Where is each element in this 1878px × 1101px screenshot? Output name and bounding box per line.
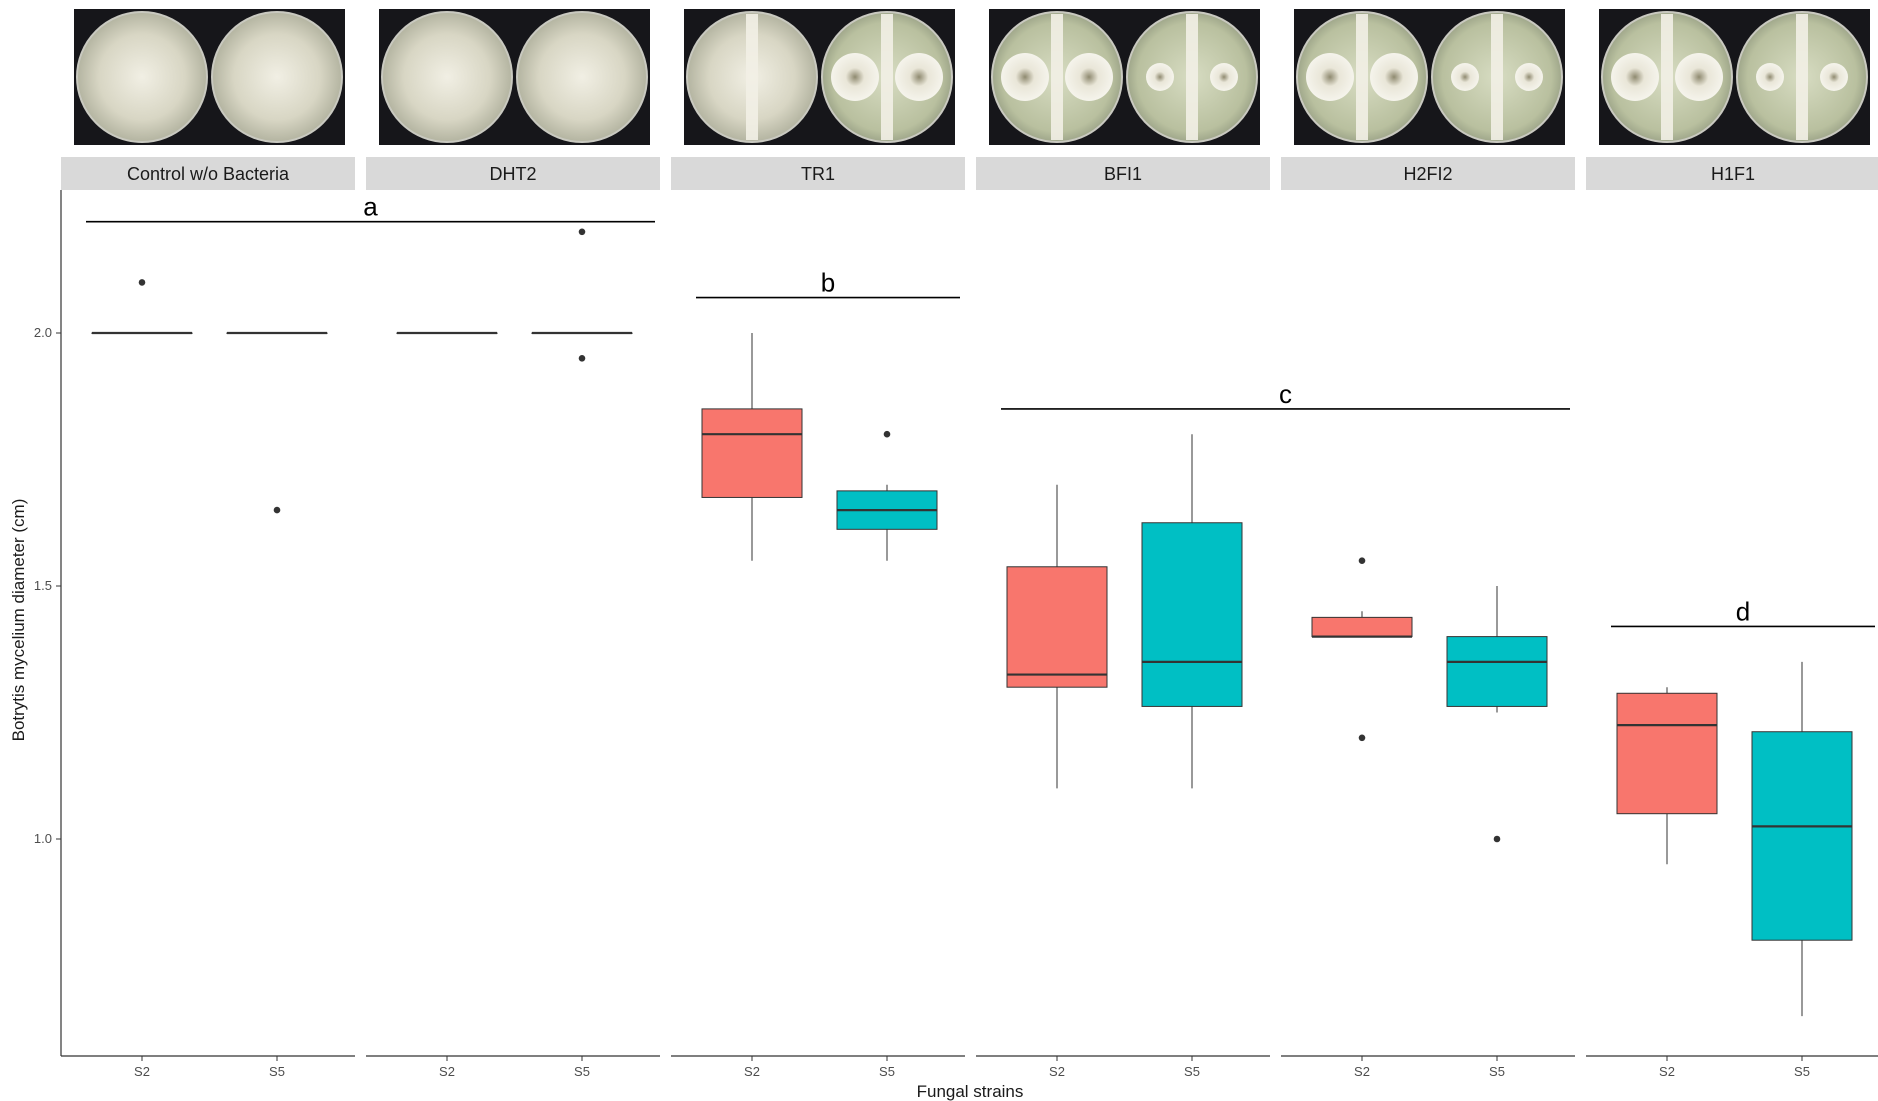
x-ticks: S2 S5 S2 S5 S2 S5 S2 S5 S2 S5 S2 S5 [61, 1055, 1878, 1079]
significance-letter: c [1279, 379, 1292, 409]
x-tick-label: S5 [1794, 1064, 1810, 1079]
y-ticks: 1.0 1.5 2.0 [34, 325, 61, 846]
outlier-point [1358, 557, 1366, 564]
significance-group: b [696, 268, 960, 299]
significance-letter: b [821, 268, 835, 298]
petri-dish-photos [74, 9, 1870, 145]
significance-letter: d [1736, 596, 1750, 626]
y-axis-title: Botrytis mycelium diameter (cm) [9, 499, 28, 742]
petri-dish-photo [819, 9, 955, 145]
box-iqr [701, 408, 803, 498]
box-s5 [226, 331, 328, 514]
facet-strip: DHT2 [366, 157, 660, 190]
outlier-point [578, 355, 586, 362]
facet-strip: H2FI2 [1281, 157, 1575, 190]
petri-dish-photo [209, 9, 345, 145]
box-iqr [1616, 692, 1718, 815]
outlier-point [273, 506, 281, 514]
box-s2 [1616, 687, 1718, 865]
box-s5 [531, 228, 633, 362]
x-tick-label: S5 [1184, 1064, 1200, 1079]
x-tick-label: S5 [269, 1064, 285, 1079]
box-s5 [1141, 434, 1243, 789]
facet-strip: BFI1 [976, 157, 1270, 190]
petri-dish-photo [74, 9, 210, 145]
significance-groups: a b c d [86, 192, 1875, 628]
facet-strip: TR1 [671, 157, 965, 190]
y-tick-label: 1.5 [34, 578, 52, 593]
facet-strip: Control w/o Bacteria [61, 157, 355, 190]
box-iqr [1006, 566, 1108, 688]
box-s5 [836, 430, 938, 561]
facet-strip-label: DHT2 [489, 164, 536, 184]
facet-strip-label: BFI1 [1104, 164, 1142, 184]
x-tick-label: S5 [574, 1064, 590, 1079]
box-s2 [1311, 557, 1413, 742]
facet-strips: Control w/o Bacteria DHT2 TR1 BFI1 H2FI2 H1F1 [61, 157, 1878, 190]
petri-dish-photo [514, 9, 650, 145]
box-s5 [1446, 586, 1548, 843]
x-tick-label: S5 [1489, 1064, 1505, 1079]
box-iqr [1446, 636, 1548, 707]
box-iqr [1141, 522, 1243, 707]
facet-strip-label: H2FI2 [1403, 164, 1452, 184]
outlier-point [1358, 734, 1366, 742]
boxes [91, 228, 1853, 1017]
x-tick-label: S2 [744, 1064, 760, 1079]
outlier-point [1493, 835, 1501, 843]
petri-dish-photo [989, 9, 1125, 145]
box-s2 [1006, 484, 1108, 789]
x-tick-label: S2 [1049, 1064, 1065, 1079]
y-tick-label: 2.0 [34, 325, 52, 340]
box-s2 [396, 331, 498, 335]
x-tick-label: S5 [879, 1064, 895, 1079]
x-tick-label: S2 [134, 1064, 150, 1079]
petri-dish-photo [1599, 9, 1735, 145]
facet-strip: H1F1 [1586, 157, 1878, 190]
petri-dish-photo [1429, 9, 1565, 145]
outlier-point [138, 279, 146, 286]
petri-dish-photo [1294, 9, 1430, 145]
box-iqr [1751, 731, 1853, 941]
box-s2 [701, 333, 803, 561]
petri-dish-photo [379, 9, 515, 145]
petri-dish-photo [1734, 9, 1870, 145]
outlier-point [883, 430, 891, 438]
box-iqr [1311, 616, 1413, 638]
significance-group: a [86, 192, 655, 223]
facet-strip-label: H1F1 [1711, 164, 1755, 184]
x-tick-label: S2 [1354, 1064, 1370, 1079]
box-s5 [1751, 661, 1853, 1017]
outlier-point [578, 228, 586, 236]
box-s2 [91, 279, 193, 335]
significance-group: d [1611, 596, 1875, 628]
x-tick-label: S2 [439, 1064, 455, 1079]
x-axis-title: Fungal strains [917, 1082, 1024, 1101]
y-tick-label: 1.0 [34, 831, 52, 846]
significance-letter: a [363, 192, 378, 222]
x-tick-label: S2 [1659, 1064, 1675, 1079]
facet-strip-label: TR1 [801, 164, 835, 184]
facet-strip-label: Control w/o Bacteria [127, 164, 290, 184]
significance-group: c [1001, 379, 1570, 410]
petri-dish-photo [1124, 9, 1260, 145]
petri-dish-photo [684, 9, 820, 145]
